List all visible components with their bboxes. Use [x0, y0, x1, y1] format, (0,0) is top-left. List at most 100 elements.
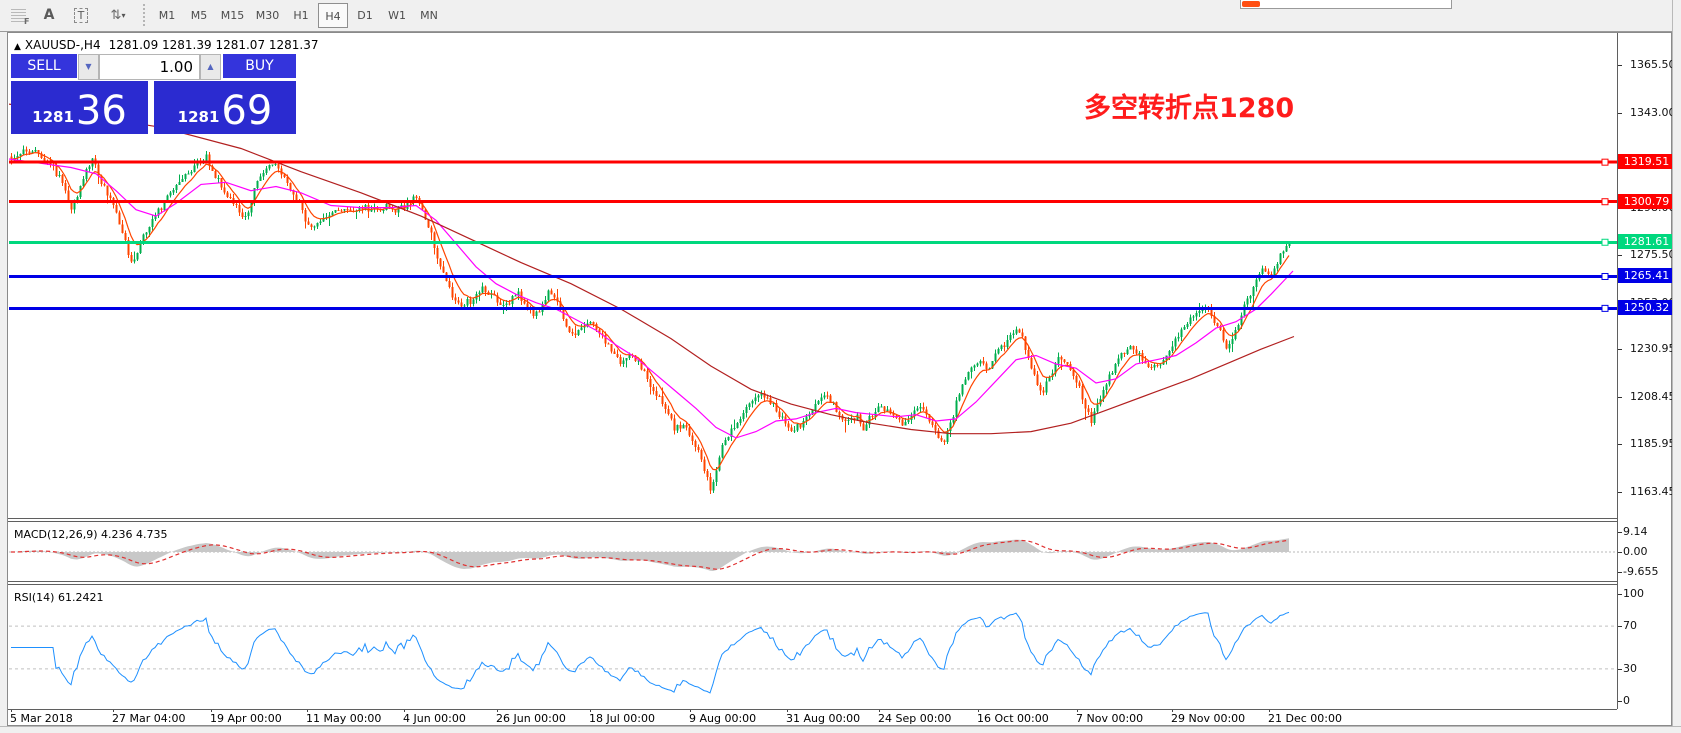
time-tick-mark [978, 709, 979, 712]
volume-input[interactable] [99, 54, 200, 80]
price-line-label-1300.79[interactable]: 1300.79 [1618, 193, 1675, 209]
axis-tick-mark [1618, 255, 1622, 257]
macd-scale-0.00: 0.00 [1623, 545, 1648, 558]
rsi-name: RSI(14) [14, 591, 55, 604]
grid-properties-icon[interactable]: F [5, 3, 31, 27]
volume-increase-button[interactable]: ▲ [200, 54, 221, 80]
axis-tick-mark [1618, 444, 1622, 446]
window-bottom-edge [0, 726, 1681, 733]
time-tick-mark [787, 709, 788, 712]
time-label-26-Jun-00-00: 26 Jun 00:00 [496, 712, 566, 725]
buy-price-big: 69 [221, 88, 273, 134]
rsi-scale-0: 0 [1623, 694, 1630, 707]
axis-tick-mark [1618, 112, 1622, 114]
timeframe-button-d1[interactable]: D1 [357, 9, 373, 22]
sell-price-display[interactable]: 1281 36 [11, 81, 148, 134]
text-box-icon[interactable]: T [68, 3, 94, 27]
axis-tick-mark [1618, 626, 1622, 627]
timeframe-button-m5[interactable]: M5 [190, 9, 208, 22]
line-handle-1281.61[interactable] [1601, 238, 1609, 246]
letter-a-glyph: A [43, 7, 55, 23]
timeframe-button-m1[interactable]: M1 [158, 9, 176, 22]
rsi-value: 61.2421 [57, 591, 104, 604]
toolbar-separator [143, 4, 145, 26]
panel-separator[interactable] [8, 584, 1617, 585]
volume-decrease-button[interactable]: ▼ [78, 54, 99, 80]
time-label-27-Mar-04-00: 27 Mar 04:00 [112, 712, 186, 725]
buy-price-display[interactable]: 1281 69 [154, 81, 296, 134]
grid-glyph: F [10, 8, 30, 26]
panel-separator[interactable] [8, 518, 1617, 519]
panel-separator[interactable] [8, 521, 1617, 522]
panel-separator[interactable] [8, 709, 1617, 710]
time-tick-mark [11, 709, 12, 712]
chart-annotation: 多空转折点1280 [1084, 93, 1295, 124]
axis-tick-mark [1618, 552, 1622, 553]
ma-line-fast [10, 151, 1290, 471]
price-line-label-1281.61[interactable]: 1281.61 [1618, 234, 1675, 250]
axis-tick-mark [1618, 491, 1622, 493]
rsi-scale-70: 70 [1623, 619, 1637, 632]
time-tick-mark [404, 709, 405, 712]
time-label-11-May-00-00: 11 May 00:00 [306, 712, 382, 725]
axis-tick-mark [1618, 594, 1622, 595]
line-handle-1319.51[interactable] [1601, 158, 1609, 166]
macd-panel-canvas[interactable] [9, 522, 1618, 582]
time-label-19-Apr-00-00: 19 Apr 00:00 [210, 712, 282, 725]
price-tick-1208.45: 1208.45 [1630, 389, 1676, 403]
time-tick-mark [307, 709, 308, 712]
rsi-scale-100: 100 [1623, 587, 1644, 600]
main-chart-canvas[interactable] [9, 34, 1618, 519]
axis-tick-mark [1618, 396, 1622, 398]
floating-window-fragment [1240, 0, 1452, 9]
time-tick-mark [211, 709, 212, 712]
price-line-label-1265.41[interactable]: 1265.41 [1618, 268, 1675, 284]
sell-price-big: 36 [75, 88, 127, 134]
ohlc-quotes: 1281.09 1281.39 1281.07 1281.37 [108, 38, 319, 52]
line-handle-1300.79[interactable] [1601, 198, 1609, 206]
time-label-4-Jun-00-00: 4 Jun 00:00 [403, 712, 466, 725]
timeframe-button-h4[interactable]: H4 [318, 3, 348, 28]
time-label-31-Aug-00-00: 31 Aug 00:00 [786, 712, 861, 725]
price-scale-border [1617, 33, 1618, 709]
buy-button[interactable]: BUY [223, 54, 296, 80]
rsi-panel-canvas[interactable] [9, 585, 1618, 709]
axis-tick-mark [1618, 65, 1622, 66]
timeframe-button-w1[interactable]: W1 [388, 9, 406, 22]
timeframe-button-m30[interactable]: M30 [255, 9, 280, 22]
price-line-label-1319.51[interactable]: 1319.51 [1618, 154, 1675, 170]
timeframe-button-mn[interactable]: MN [420, 9, 438, 22]
time-label-16-Oct-00-00: 16 Oct 00:00 [977, 712, 1049, 725]
time-tick-mark [1172, 709, 1173, 712]
text-label-icon[interactable]: A [36, 3, 62, 27]
price-tick-1230.95: 1230.95 [1630, 342, 1676, 356]
line-handle-1265.41[interactable] [1601, 272, 1609, 280]
macd-name: MACD(12,26,9) [14, 528, 98, 541]
time-tick-mark [690, 709, 691, 712]
time-tick-mark [1269, 709, 1270, 712]
time-label-7-Nov-00-00: 7 Nov 00:00 [1076, 712, 1144, 725]
chart-window: ▲ XAUUSD-,H4 1281.09 1281.39 1281.07 1281.… [7, 32, 1676, 726]
price-tick-1365.50: 1365.50 [1630, 58, 1676, 71]
timeframe-button-m15[interactable]: M15 [220, 9, 245, 22]
window-right-edge [1672, 0, 1681, 733]
one-click-trading-panel: SELL ▼ ▲ BUY 1281 36 1281 69 [11, 54, 296, 134]
time-label-24-Sep-00-00: 24 Sep 00:00 [878, 712, 952, 725]
axis-tick-mark [1618, 701, 1622, 702]
macd-values: 4.236 4.735 [101, 528, 168, 541]
sell-price-small: 1281 [32, 108, 74, 126]
price-line-label-1250.32[interactable]: 1250.32 [1618, 300, 1675, 316]
timeframe-button-h1[interactable]: H1 [293, 9, 309, 22]
ma-line-medium [9, 158, 1294, 439]
sell-button[interactable]: SELL [11, 54, 77, 80]
line-handle-1250.32[interactable] [1601, 304, 1609, 312]
time-label-21-Dec-00-00: 21 Dec 00:00 [1268, 712, 1342, 725]
axis-tick-mark [1618, 572, 1622, 573]
arrange-symbols-icon[interactable]: ⇅ ▾ [100, 3, 136, 27]
macd-scale--9.655: -9.655 [1623, 565, 1659, 578]
time-tick-mark [497, 709, 498, 712]
time-label-5-Mar-2018: 5 Mar 2018 [10, 712, 73, 725]
time-label-18-Jul-00-00: 18 Jul 00:00 [589, 712, 655, 725]
collapse-triangle-icon[interactable]: ▲ [14, 42, 21, 52]
panel-separator[interactable] [8, 581, 1617, 582]
